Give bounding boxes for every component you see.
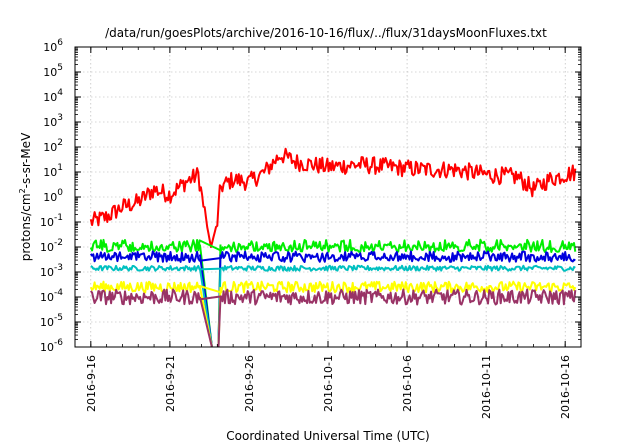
y-tick-label: 10-3 bbox=[40, 263, 63, 279]
y-tick-label: 10-4 bbox=[40, 288, 63, 304]
y-tick-label: 10-6 bbox=[40, 338, 63, 354]
y-tick-label: 105 bbox=[43, 63, 63, 79]
y-tick-label: 104 bbox=[43, 88, 63, 104]
series-gap-rise bbox=[217, 296, 222, 348]
series-line bbox=[89, 280, 577, 294]
x-axis-title: Coordinated Universal Time (UTC) bbox=[226, 429, 429, 443]
y-tick-label: 10-2 bbox=[40, 238, 63, 254]
y-tick-labels: 10-6 10-5 10-4 10-3 10-2 10-1 100 101 102 103 104 1… bbox=[40, 38, 63, 354]
y-tick-label: 102 bbox=[43, 138, 63, 154]
chart-title: /data/run/goesPlots/archive/2016-10-16/f… bbox=[105, 26, 547, 40]
series-line bbox=[89, 250, 576, 263]
y-tick-label: 106 bbox=[43, 38, 63, 54]
series-layer bbox=[89, 147, 577, 348]
series-gap-drop bbox=[198, 296, 213, 348]
series-line bbox=[89, 147, 577, 248]
y-axis-title-pre: protons/cm bbox=[19, 193, 33, 261]
y-tick-label: 103 bbox=[43, 113, 63, 129]
y-tick-label: 10-5 bbox=[40, 313, 63, 329]
x-tick-labels: 2016-9-16 2016-9-21 2016-9-26 2016-10-1 2016… bbox=[85, 355, 572, 419]
series-line bbox=[90, 288, 577, 306]
series-line bbox=[89, 238, 577, 253]
x-tick-label: 2016-10-1 bbox=[322, 355, 335, 412]
plot-area bbox=[74, 46, 582, 348]
x-tick-label: 2016-9-26 bbox=[243, 355, 256, 412]
x-tick-label: 2016-10-16 bbox=[559, 355, 572, 419]
y-axis-title: protons/cm2-s-sr-MeV bbox=[18, 132, 33, 261]
x-tick-label: 2016-9-21 bbox=[164, 355, 177, 412]
y-tick-label: 100 bbox=[43, 188, 63, 204]
x-tick-label: 2016-10-11 bbox=[480, 355, 493, 419]
tick-layer bbox=[74, 46, 582, 348]
y-tick-label: 101 bbox=[43, 163, 63, 179]
x-tick-label: 2016-10-6 bbox=[401, 355, 414, 412]
y-tick-label: 10-1 bbox=[40, 213, 63, 229]
series-line bbox=[90, 264, 576, 272]
y-axis-title-post: -s-sr-MeV bbox=[19, 132, 33, 188]
y-axis-title-sup: 2 bbox=[18, 188, 27, 193]
x-tick-label: 2016-9-16 bbox=[85, 355, 98, 412]
